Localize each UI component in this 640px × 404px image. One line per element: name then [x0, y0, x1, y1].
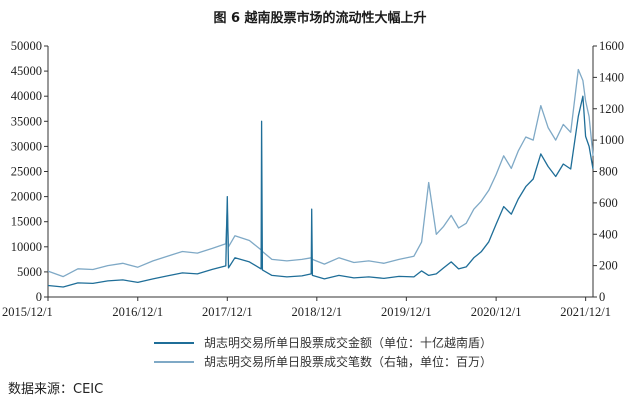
x-tick-label: 2021/12/1 [560, 305, 611, 319]
left-tick-label: 35000 [11, 114, 42, 128]
right-tick-label: 800 [599, 165, 618, 179]
x-tick-label: 2020/12/1 [471, 305, 522, 319]
x-tick-label: 2017/12/1 [202, 305, 253, 319]
right-tick-label: 1600 [599, 39, 624, 53]
left-tick-label: 15000 [11, 215, 42, 229]
right-tick-label: 400 [599, 227, 618, 241]
x-tick-label: 2015/12/1 [2, 305, 53, 319]
series-line-amount [47, 95, 594, 288]
right-tick-label: 200 [599, 259, 618, 273]
legend-item-amount: 胡志明交易所单日股票成交金额（单位：十亿越南盾） [154, 334, 492, 351]
x-tick-label: 2018/12/1 [291, 305, 342, 319]
left-tick-label: 0 [36, 290, 42, 304]
right-tick-label: 1400 [599, 70, 624, 84]
left-tick-label: 45000 [11, 64, 42, 78]
source-note: 数据来源：CEIC [8, 382, 104, 397]
series-line-trades [47, 68, 594, 278]
right-tick-label: 1000 [599, 133, 624, 147]
x-tick-label: 2016/12/1 [112, 305, 163, 319]
x-tick-label: 2019/12/1 [381, 305, 432, 319]
left-tick-label: 5000 [17, 265, 42, 279]
chart-svg: 0500010000150002000025000300003500040000… [2, 39, 624, 319]
legend-label-amount: 胡志明交易所单日股票成交金额（单位：十亿越南盾） [204, 336, 493, 350]
right-tick-label: 1200 [599, 102, 624, 116]
left-tick-label: 10000 [11, 240, 42, 254]
right-tick-label: 600 [599, 196, 618, 210]
right-tick-label: 0 [599, 290, 605, 304]
legend-swatch-amount [154, 341, 194, 344]
left-tick-label: 50000 [11, 39, 42, 53]
chart-title: 图 6 越南股票市场的流动性大幅上升 [213, 11, 427, 26]
left-tick-label: 20000 [11, 190, 42, 204]
legend-item-trades: 胡志明交易所单日股票成交笔数（右轴，单位：百万） [154, 353, 492, 370]
legend-label-trades: 胡志明交易所单日股票成交笔数（右轴，单位：百万） [204, 355, 493, 369]
left-tick-label: 25000 [11, 165, 42, 179]
left-tick-label: 40000 [11, 89, 42, 103]
left-tick-label: 30000 [11, 139, 42, 153]
legend-swatch-trades [154, 360, 194, 363]
